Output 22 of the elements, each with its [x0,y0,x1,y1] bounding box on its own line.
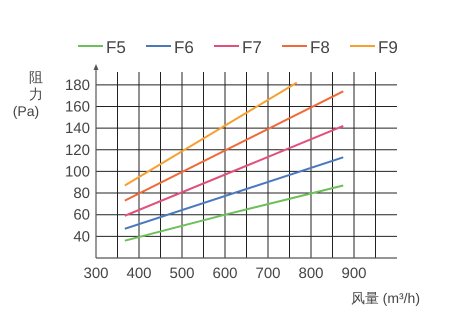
legend-label: F6 [174,38,194,57]
legend-label: F7 [242,38,262,57]
x-tick-label: 300 [83,265,109,282]
x-tick-label: 600 [212,265,238,282]
y-tick-label: 40 [73,228,90,246]
x-tick-label: 400 [126,265,152,282]
y-tick-label: 160 [64,98,90,116]
y-tick-label: 140 [64,120,90,138]
x-tick-label: 900 [341,265,367,282]
y-tick-label: 120 [64,142,90,159]
legend-label: F5 [106,38,126,57]
legend-label: F8 [310,38,330,57]
x-tick-label: 800 [298,265,324,282]
y-tick-label: 80 [73,185,90,202]
legend-label: F9 [378,38,398,57]
x-tick-label: 700 [255,265,281,282]
y-tick-label: 60 [73,206,90,224]
y-axis-title: 阻力(Pa) [12,69,43,119]
x-axis-title: 风量 (m³/h) [350,290,420,306]
y-tick-label: 100 [64,163,90,180]
y-tick-label: 180 [64,76,90,94]
x-tick-label: 500 [169,265,195,282]
